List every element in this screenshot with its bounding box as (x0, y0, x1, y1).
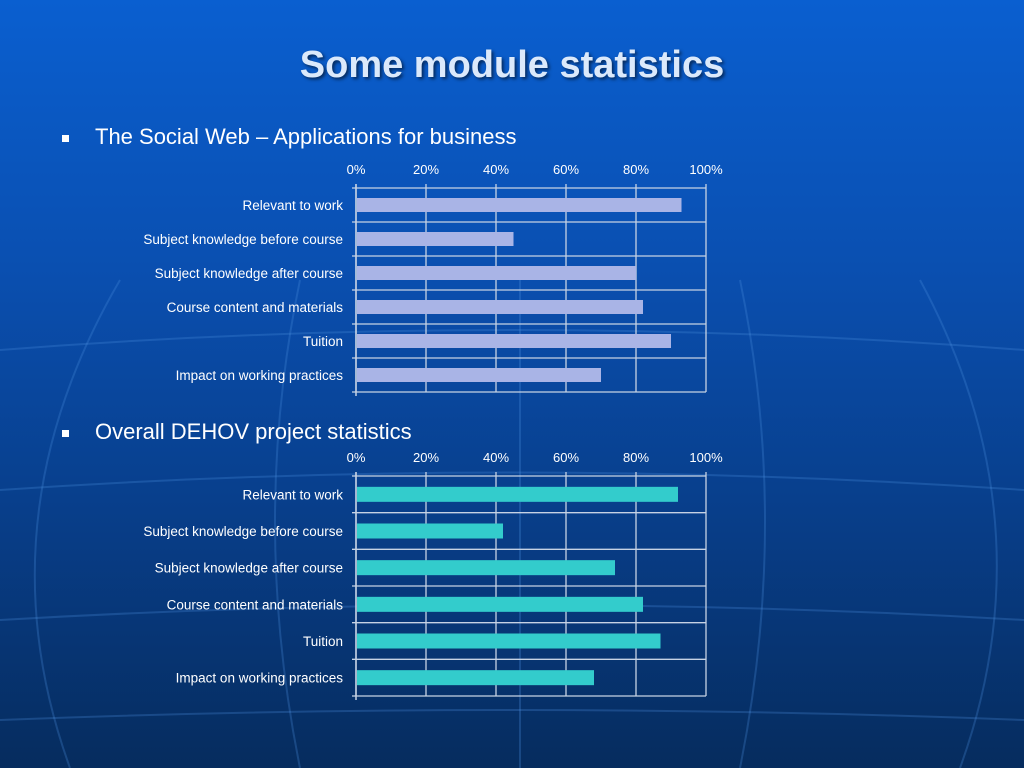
square-bullet-icon (62, 134, 69, 142)
bullet-text-2: Overall DEHOV project statistics (95, 419, 412, 444)
bullet-text-1: The Social Web – Applications for busine… (95, 124, 517, 149)
bullet-item-1: The Social Web – Applications for busine… (62, 122, 517, 152)
slide-title: Some module statistics (299, 44, 725, 86)
square-bullet-icon (62, 429, 69, 437)
bullet-item-2: Overall DEHOV project statistics (62, 417, 412, 447)
